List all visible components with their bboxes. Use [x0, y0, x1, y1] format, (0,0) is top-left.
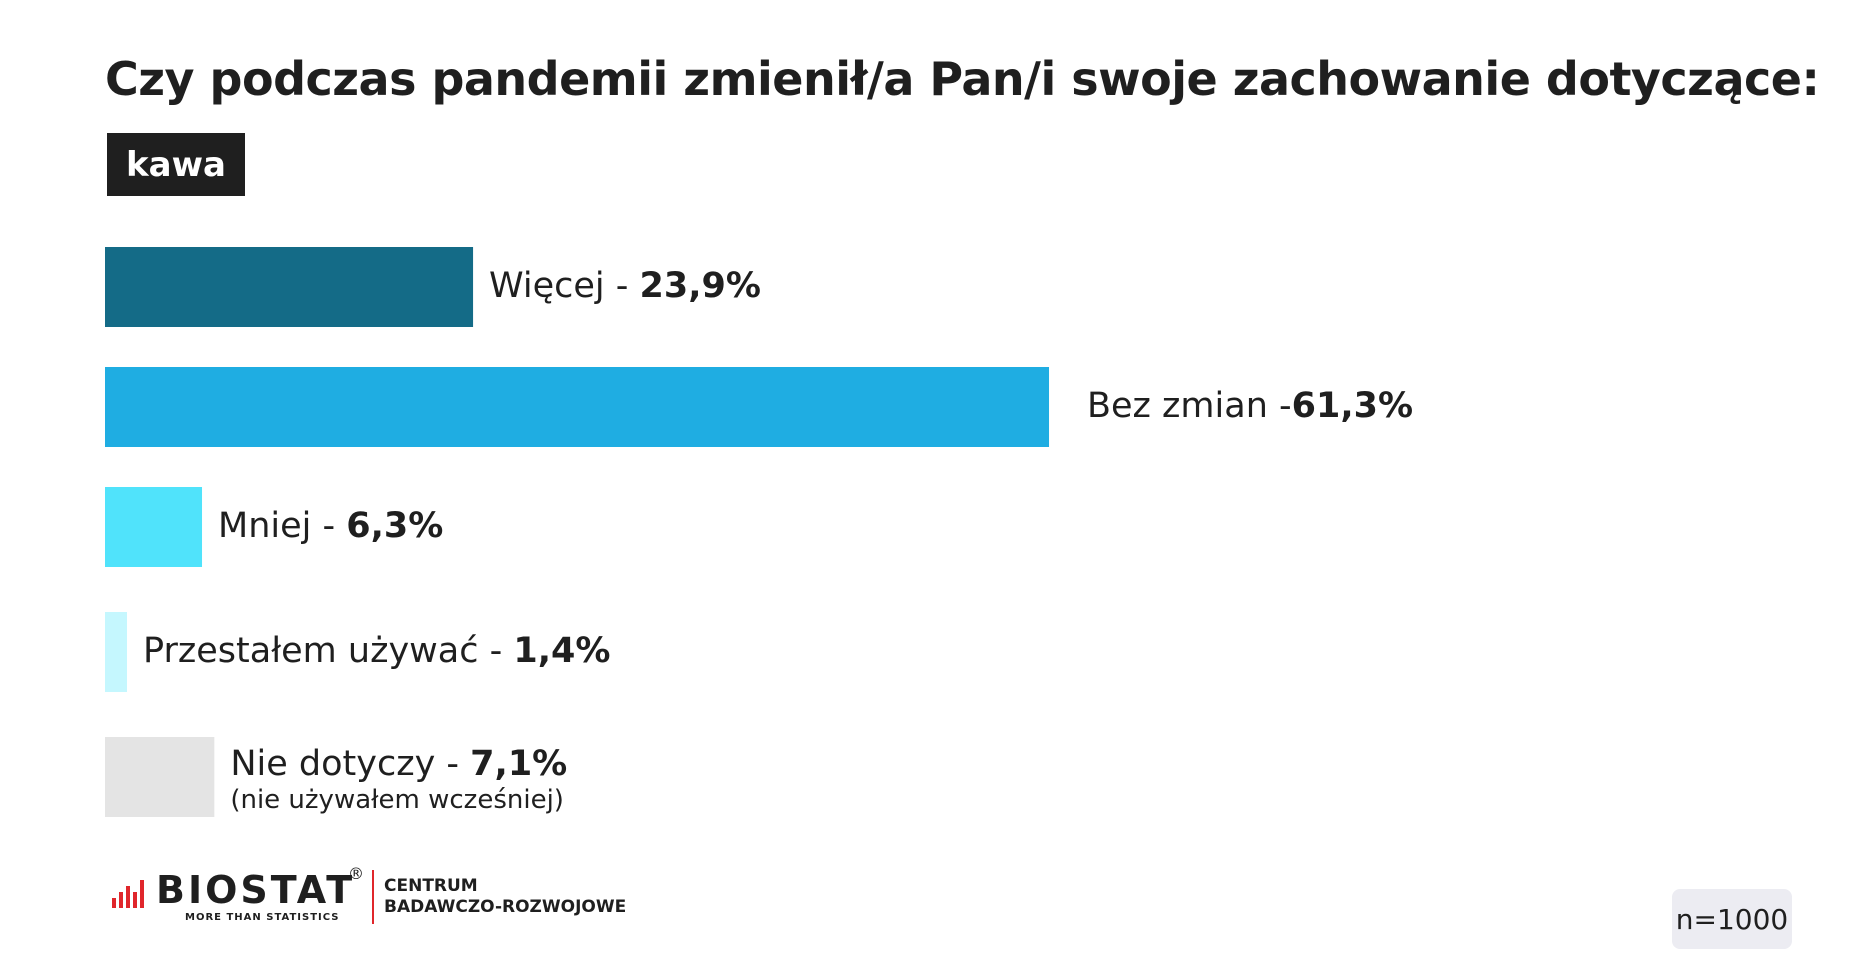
logo-divider [372, 870, 374, 924]
registered-mark: ® [348, 864, 364, 883]
bar-category-5: Nie dotyczy - [230, 744, 471, 784]
bar-value-5: 7,1% [470, 744, 568, 784]
bar-4 [105, 612, 127, 692]
logo-tagline: MORE THAN STATISTICS [185, 912, 340, 923]
bar-label-5: Nie dotyczy - 7,1% [230, 747, 567, 782]
bar-1 [105, 247, 474, 327]
logo-subtitle-line1: CENTRUM [384, 876, 478, 896]
bar-value-1: 23,9% [639, 266, 761, 306]
bar-value-4: 1,4% [513, 631, 611, 671]
bar-label-2: Bez zmian -61,3% [1087, 389, 1413, 424]
bar-category-3: Mniej - [218, 506, 347, 546]
category-tag: kawa [107, 133, 245, 196]
bar-category-2: Bez zmian - [1087, 386, 1292, 426]
bar-label-3: Mniej - 6,3% [218, 509, 443, 544]
bar-note-5: (nie używałem wcześniej) [230, 785, 564, 815]
logo-subtitle: CENTRUM BADAWCZO-ROZWOJOWE [384, 876, 626, 918]
bar-label-4: Przestałem używać - 1,4% [143, 634, 610, 669]
bar-chart-icon [112, 880, 144, 908]
bar-category-4: Przestałem używać - [143, 631, 514, 671]
bar-label-1: Więcej - 23,9% [489, 269, 761, 304]
logo-subtitle-line2: BADAWCZO-ROZWOJOWE [384, 897, 627, 917]
bar-3 [105, 487, 203, 567]
bar-category-1: Więcej - [489, 266, 640, 306]
bar-value-2: 61,3% [1291, 386, 1414, 426]
chart-title: Czy podczas pandemii zmienił/a Pan/i swo… [105, 52, 1820, 106]
sample-size-badge: n=1000 [1672, 889, 1792, 949]
logo-wordmark: BIOSTAT [156, 868, 356, 912]
bar-2 [105, 367, 1050, 447]
bar-value-3: 6,3% [346, 506, 444, 546]
bar-5 [105, 737, 215, 817]
